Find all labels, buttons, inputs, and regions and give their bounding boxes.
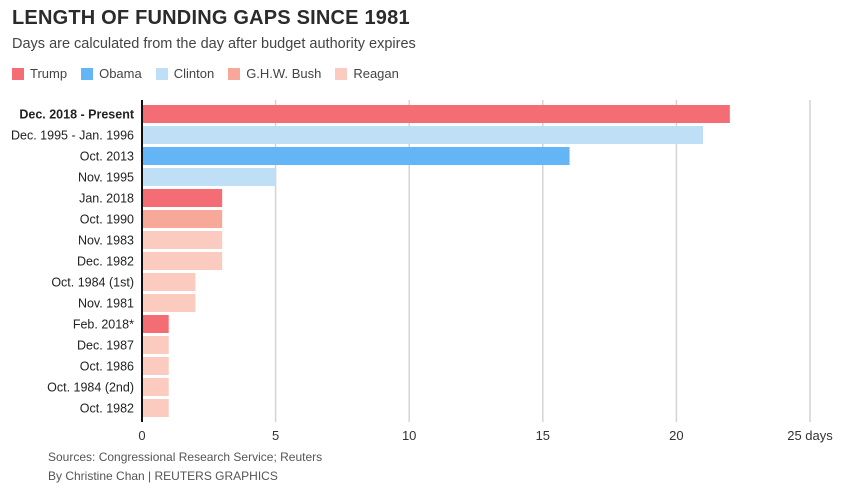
category-label: Nov. 1995 xyxy=(78,171,134,185)
bar xyxy=(142,105,730,123)
byline: By Christine Chan | REUTERS GRAPHICS xyxy=(48,469,278,483)
category-label: Nov. 1983 xyxy=(78,234,134,248)
legend-label: Obama xyxy=(99,66,142,81)
category-label: Jan. 2018 xyxy=(79,192,134,206)
legend-swatch xyxy=(335,67,348,80)
bar xyxy=(142,126,704,144)
category-label: Dec. 1982 xyxy=(77,255,134,269)
bar xyxy=(142,357,169,375)
category-label: Dec. 1995 - Jan. 1996 xyxy=(11,129,134,143)
category-label: Oct. 1984 (1st) xyxy=(51,276,134,290)
sources-note: Sources: Congressional Research Service;… xyxy=(48,450,323,464)
category-label: Oct. 1986 xyxy=(80,360,134,374)
category-label: Oct. 1990 xyxy=(80,213,134,227)
category-label: Oct. 1984 (2nd) xyxy=(47,381,134,395)
legend-swatch xyxy=(155,67,168,80)
legend-item: Clinton xyxy=(155,66,215,81)
legend-label: Reagan xyxy=(353,66,399,81)
bar xyxy=(142,189,223,207)
bar xyxy=(142,252,223,270)
x-tick-label: 20 xyxy=(669,428,683,443)
bar-chart: 0 5 10 15 20 25 days Dec. 2018 - Present Dec. 1… xyxy=(11,100,833,443)
category-label: Dec. 2018 - Present xyxy=(19,108,134,122)
x-tick-label: 15 xyxy=(536,428,550,443)
bar xyxy=(142,231,223,249)
x-tick-label: 5 xyxy=(272,428,279,443)
bar xyxy=(142,294,196,312)
bar xyxy=(142,273,196,291)
bar xyxy=(142,315,169,333)
legend-label: Trump xyxy=(30,66,68,81)
legend-item: G.H.W. Bush xyxy=(228,66,321,81)
legend-item: Reagan xyxy=(335,66,399,81)
legend-label: Clinton xyxy=(173,66,215,81)
category-label: Dec. 1987 xyxy=(77,339,134,353)
legend-item: Obama xyxy=(81,66,142,81)
legend-swatch xyxy=(12,67,24,80)
legend-swatch xyxy=(228,67,241,80)
bar xyxy=(142,168,276,186)
x-tick-label: 0 xyxy=(138,428,145,443)
chart-subtitle: Days are calculated from the day after b… xyxy=(12,36,416,52)
category-label: Feb. 2018* xyxy=(73,318,134,332)
legend-item: Trump xyxy=(12,66,67,81)
legend-swatch xyxy=(81,67,94,80)
category-label: Oct. 2013 xyxy=(80,150,134,164)
category-label: Nov. 1981 xyxy=(78,297,134,311)
bar xyxy=(142,210,223,228)
legend-label: G.H.W. Bush xyxy=(246,66,322,81)
chart-title: LENGTH OF FUNDING GAPS SINCE 1981 xyxy=(12,7,410,29)
bar xyxy=(142,378,169,396)
x-tick-label: 25 days xyxy=(787,428,833,443)
bar xyxy=(142,147,570,165)
x-tick-label: 10 xyxy=(402,428,416,443)
category-label: Oct. 1982 xyxy=(80,402,134,416)
bar xyxy=(142,399,169,417)
chart-legend: Trump Obama Clinton G.H.W. Bush Reagan xyxy=(12,66,413,81)
bar xyxy=(142,336,169,354)
